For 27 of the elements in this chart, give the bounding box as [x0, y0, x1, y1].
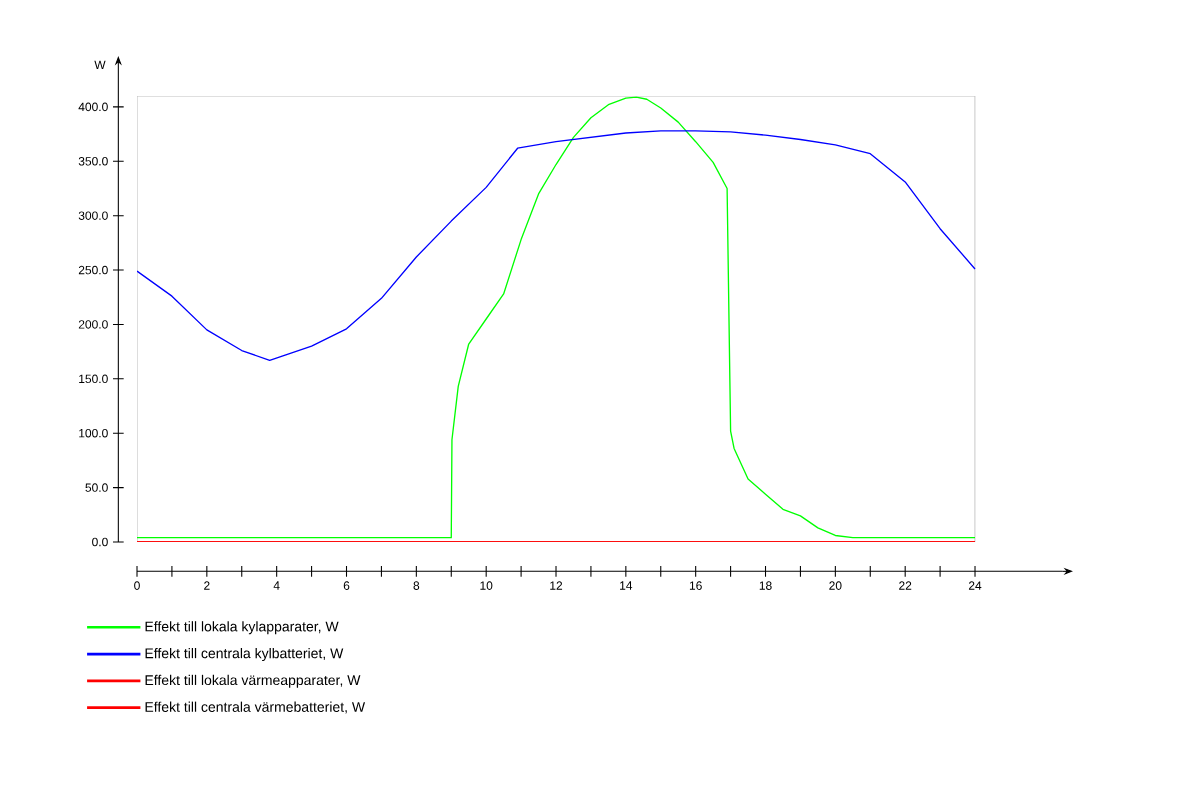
y-tick-label: 150.0: [79, 374, 108, 384]
y-tick-label: 250.0: [78, 265, 108, 275]
x-tick-label: 6: [343, 581, 350, 590]
x-tick-label: 10: [480, 581, 493, 590]
x-tick-label: 8: [413, 581, 420, 590]
y-tick-label: 0.0: [92, 537, 108, 547]
y-tick-label: 200.0: [78, 320, 108, 329]
y-tick-label: 400.0: [78, 102, 108, 112]
x-tick-label: 0: [134, 581, 140, 590]
y-axis-title: W: [94, 60, 106, 69]
legend-label: Effekt till lokala värmeapparater, W: [145, 674, 361, 688]
x-tick-label: 18: [759, 581, 772, 590]
x-tick-label: 14: [620, 581, 633, 590]
legend-label: Effekt till lokala kylapparater, W: [145, 621, 339, 635]
y-tick-label: 300.0: [78, 211, 108, 220]
x-tick-label: 22: [899, 581, 912, 590]
legend-label: Effekt till centrala kylbatteriet, W: [145, 648, 344, 662]
legend-label: Effekt till centrala värmebatteriet, W: [145, 701, 366, 714]
y-tick-label: 350.0: [78, 157, 108, 166]
x-tick-label: 24: [968, 581, 982, 590]
x-tick-label: 16: [689, 581, 702, 590]
y-tick-label: 50.0: [85, 483, 108, 492]
x-tick-label: 20: [829, 581, 842, 590]
x-tick-label: 4: [273, 581, 280, 590]
x-tick-label: 2: [204, 581, 210, 590]
y-tick-label: 100.0: [79, 428, 108, 438]
x-tick-label: 12: [550, 581, 563, 590]
